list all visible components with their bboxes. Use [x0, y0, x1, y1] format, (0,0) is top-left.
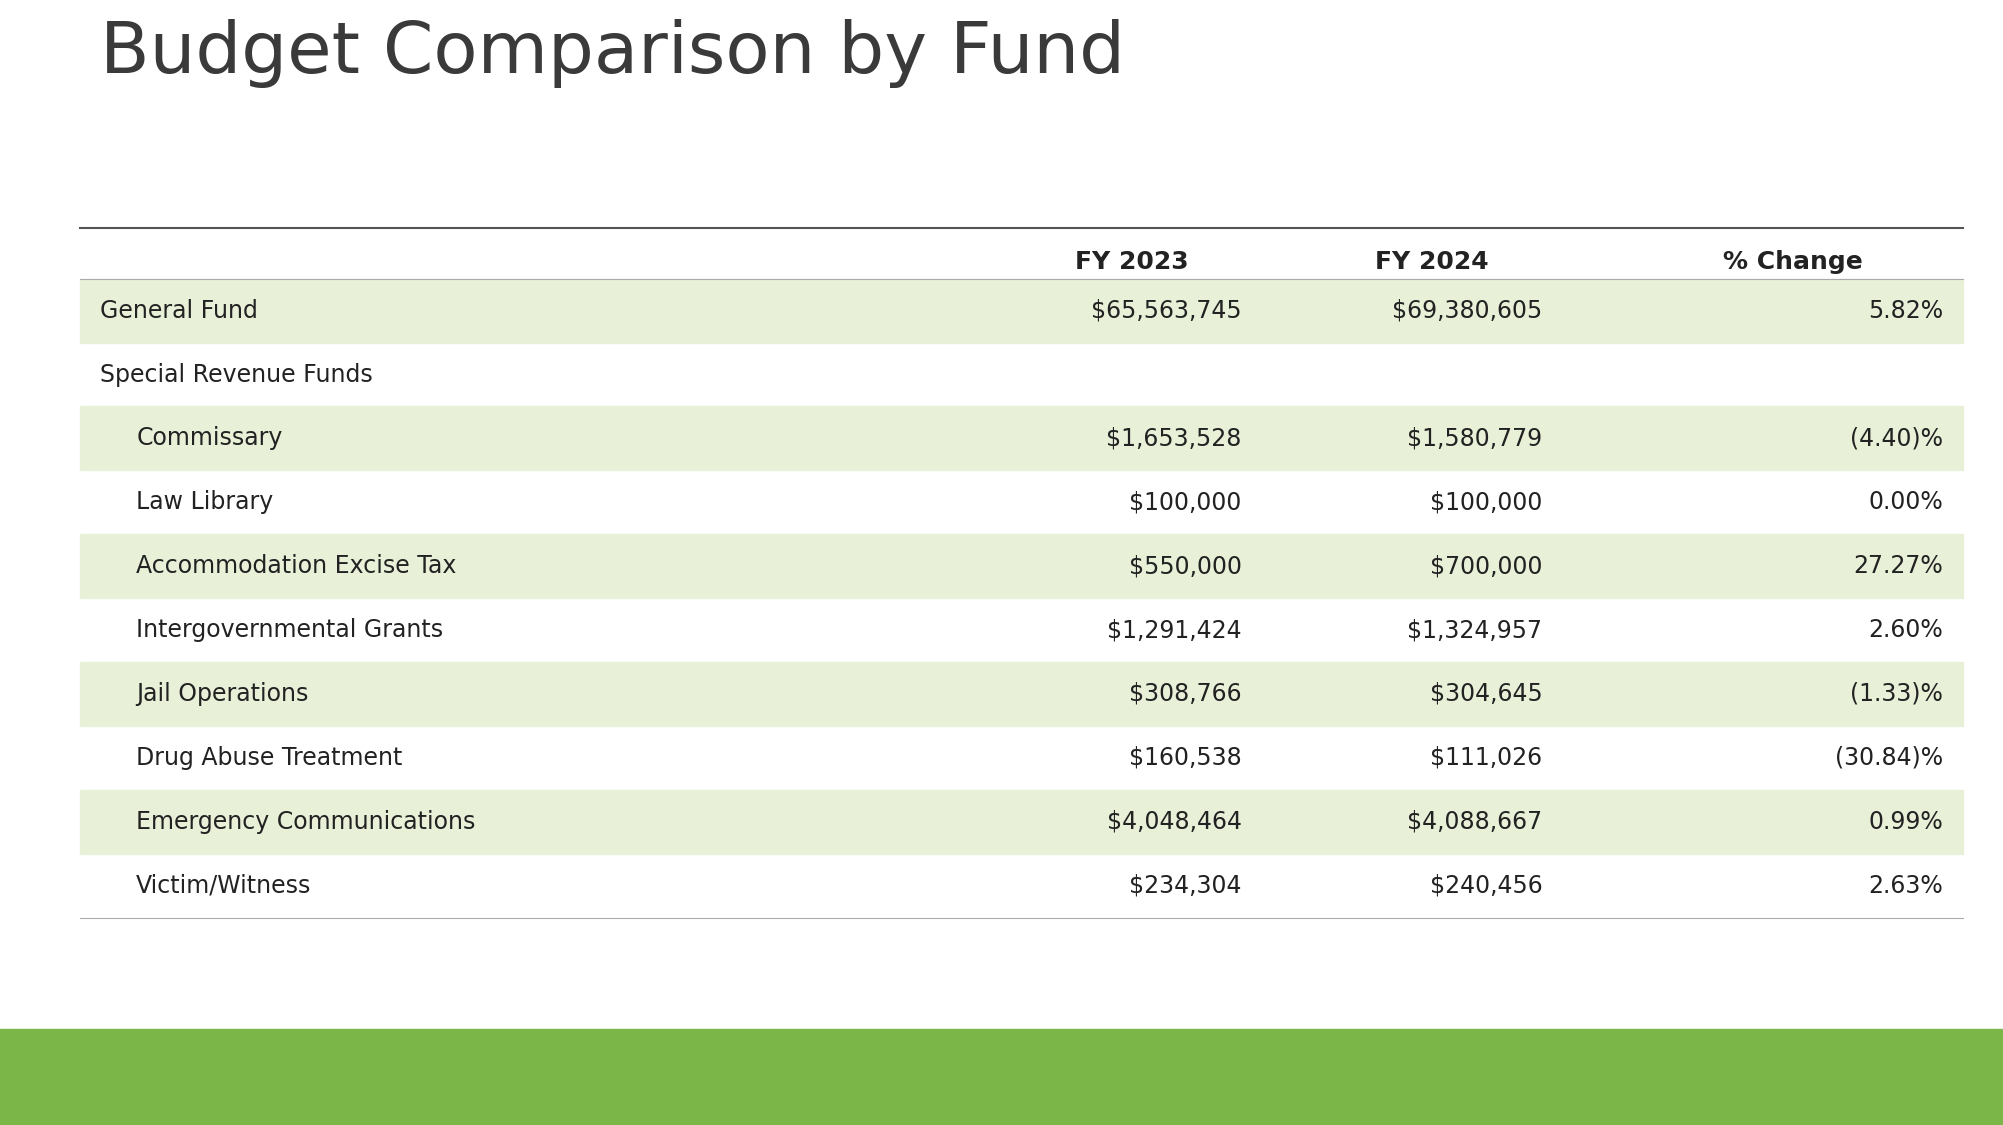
Text: $69,380,605: $69,380,605 — [1392, 298, 1542, 323]
Text: 27.27%: 27.27% — [1853, 555, 1943, 578]
Text: $1,653,528: $1,653,528 — [1106, 426, 1242, 450]
Text: FY 2024: FY 2024 — [1376, 250, 1488, 273]
Text: Emergency Communications: Emergency Communications — [136, 810, 475, 834]
Text: $700,000: $700,000 — [1430, 555, 1542, 578]
Text: $1,291,424: $1,291,424 — [1108, 618, 1242, 642]
Text: 5.82%: 5.82% — [1867, 298, 1943, 323]
Text: $234,304: $234,304 — [1130, 874, 1242, 898]
Bar — [80, 790, 1963, 854]
Text: $111,026: $111,026 — [1430, 746, 1542, 770]
Text: $4,048,464: $4,048,464 — [1108, 810, 1242, 834]
Text: Drug Abuse Treatment: Drug Abuse Treatment — [136, 746, 403, 770]
Text: Jail Operations: Jail Operations — [136, 682, 308, 706]
Bar — [80, 662, 1963, 726]
Text: $304,645: $304,645 — [1430, 682, 1542, 706]
Text: 0.00%: 0.00% — [1869, 490, 1943, 514]
Text: % Change: % Change — [1723, 250, 1863, 273]
Text: $550,000: $550,000 — [1130, 555, 1242, 578]
Text: 2.60%: 2.60% — [1869, 618, 1943, 642]
Text: $100,000: $100,000 — [1430, 490, 1542, 514]
Text: FY 2023: FY 2023 — [1076, 250, 1188, 273]
Text: 2.63%: 2.63% — [1869, 874, 1943, 898]
Text: (4.40)%: (4.40)% — [1851, 426, 1943, 450]
Text: (30.84)%: (30.84)% — [1835, 746, 1943, 770]
Text: $1,580,779: $1,580,779 — [1408, 426, 1542, 450]
Text: $308,766: $308,766 — [1130, 682, 1242, 706]
Text: $240,456: $240,456 — [1430, 874, 1542, 898]
Bar — [80, 406, 1963, 470]
Text: $1,324,957: $1,324,957 — [1408, 618, 1542, 642]
Text: Victim/Witness: Victim/Witness — [136, 874, 312, 898]
Text: General Fund: General Fund — [100, 298, 258, 323]
Text: Budget Comparison by Fund: Budget Comparison by Fund — [100, 19, 1126, 88]
Text: $65,563,745: $65,563,745 — [1092, 298, 1242, 323]
Text: $4,088,667: $4,088,667 — [1408, 810, 1542, 834]
Bar — [80, 279, 1963, 343]
Bar — [80, 534, 1963, 598]
Text: 0.99%: 0.99% — [1869, 810, 1943, 834]
Text: Special Revenue Funds: Special Revenue Funds — [100, 362, 373, 387]
Text: $160,538: $160,538 — [1130, 746, 1242, 770]
Text: Accommodation Excise Tax: Accommodation Excise Tax — [136, 555, 457, 578]
Text: $100,000: $100,000 — [1130, 490, 1242, 514]
Text: Commissary: Commissary — [136, 426, 282, 450]
Text: Law Library: Law Library — [136, 490, 274, 514]
Text: Intergovernmental Grants: Intergovernmental Grants — [136, 618, 443, 642]
Text: (1.33)%: (1.33)% — [1851, 682, 1943, 706]
